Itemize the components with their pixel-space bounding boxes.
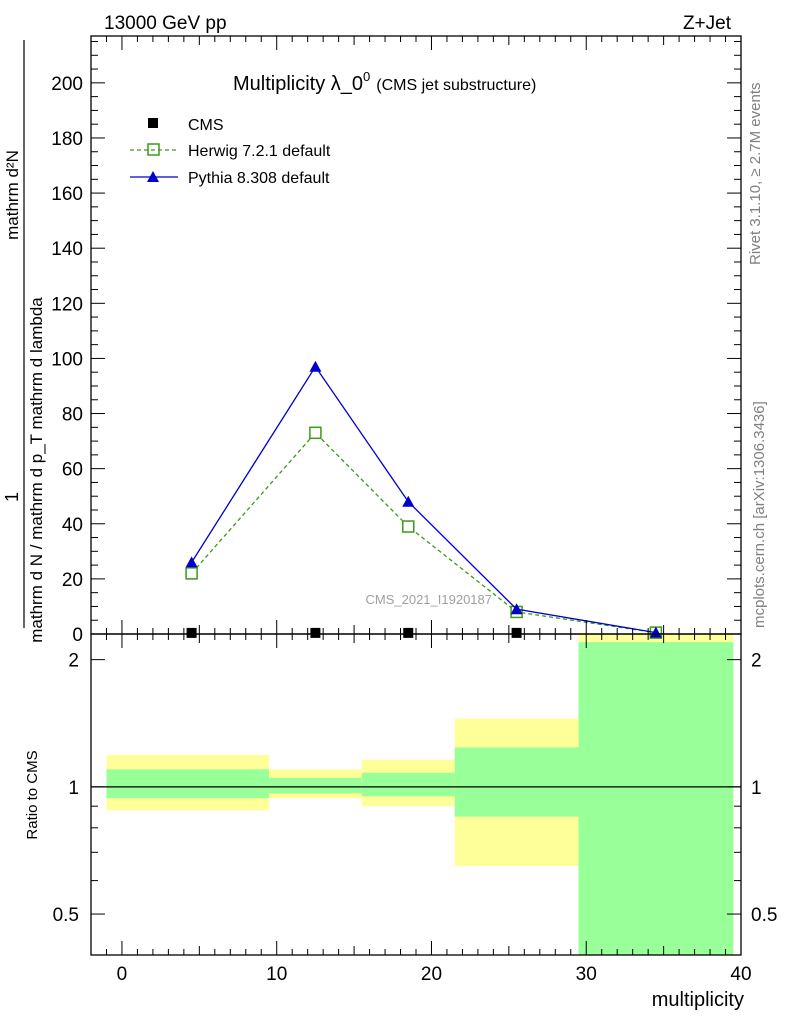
cms-data-point-1	[310, 627, 321, 638]
legend-pythia-label: Pythia 8.308 default	[188, 170, 330, 187]
x-tick-label: 20	[421, 964, 442, 985]
ratio-band-green-2	[361, 772, 455, 797]
header-energy: 13000 GeV pp	[104, 13, 227, 34]
cms-data-point-0	[186, 627, 197, 638]
main-y-tick-label: 80	[62, 405, 83, 426]
main-series-layer	[185, 360, 663, 639]
plot-title: Multiplicity λ_00 (CMS jet substructure)	[233, 69, 536, 95]
legend-cms-label: CMS	[188, 117, 224, 134]
pythia-data-point-4	[649, 626, 662, 638]
herwig-data-point-1	[309, 426, 322, 440]
ratio-y-tick-label-right: 2	[751, 651, 762, 672]
ratio-y-tick-label-right: 1	[751, 778, 762, 799]
main-y-tick-label: 200	[51, 74, 83, 95]
ratio-ylabel: Ratio to CMS	[24, 750, 41, 839]
main-y-tick-label: 100	[51, 349, 83, 370]
legend-herwig-marker	[147, 143, 160, 156]
ratio-y-tick-label-left: 0.5	[53, 905, 79, 926]
ratio-band-green-4	[578, 642, 734, 955]
main-ylabel-numerator-one: 1	[2, 492, 22, 502]
legend: CMS Herwig 7.2.1 default Pythia 8.308 de…	[130, 117, 331, 187]
x-tick-label: 10	[266, 964, 287, 985]
ratio-y-tick-label-left: 1	[68, 778, 79, 799]
main-y-tick-label: 0	[72, 625, 83, 646]
pythia-data-point-0	[185, 556, 198, 568]
main-y-tick-label: 160	[51, 184, 83, 205]
plot-title-main: Multiplicity λ_0	[233, 73, 363, 95]
main-ylabel-numerator: mathrm d²N	[3, 150, 22, 240]
legend-pythia-marker	[147, 171, 159, 182]
main-y-tick-label: 40	[62, 515, 83, 536]
ratio-band-green-0	[106, 769, 269, 799]
ratio-band-green-3	[454, 747, 579, 817]
pythia-data-point-1	[309, 360, 322, 372]
main-ylabel-denominator: mathrm d N / mathrm d p_T mathrm d lambd…	[27, 297, 46, 643]
ratio-y-tick-label-right: 0.5	[751, 905, 777, 926]
main-y-tick-label: 60	[62, 460, 83, 481]
main-y-tick-label: 120	[51, 294, 83, 315]
pythia-data-point-2	[402, 495, 415, 507]
ratio-uncertainty-bands	[91, 634, 741, 955]
cms-data-point-2	[403, 627, 414, 638]
main-y-tick-label: 140	[51, 239, 83, 260]
x-axis-title: multiplicity	[652, 989, 744, 1011]
x-tick-label: 0	[117, 964, 128, 985]
cms-data-point-3	[511, 627, 522, 638]
analysis-id: CMS_2021_I1920187	[366, 592, 493, 607]
herwig-data-point-0	[185, 567, 198, 580]
header-process: Z+Jet	[683, 13, 732, 34]
main-y-tick-label: 180	[51, 129, 83, 150]
plot-title-sub: (CMS jet substructure)	[376, 77, 536, 94]
x-tick-label: 30	[576, 964, 597, 985]
ratio-band-green-1	[268, 777, 362, 794]
series-line-1	[191, 431, 656, 634]
x-tick-label: 40	[730, 964, 751, 985]
ratio-y-tick-label-left: 2	[68, 651, 79, 672]
pythia-data-point-3	[510, 603, 523, 615]
legend-cms-marker	[148, 118, 158, 128]
plot-title-sup: 0	[363, 69, 370, 84]
legend-herwig-label: Herwig 7.2.1 default	[188, 143, 331, 160]
main-y-tick-label: 20	[62, 570, 83, 591]
mcplots-label: mcplots.cern.ch [arXiv:1306.3436]	[751, 401, 768, 628]
herwig-data-point-2	[402, 520, 415, 533]
rivet-version-label: Rivet 3.1.10, ≥ 2.7M events	[747, 83, 764, 266]
main-ylabel: 1 mathrm d N / mathrm d p_T mathrm d lam…	[2, 40, 46, 643]
